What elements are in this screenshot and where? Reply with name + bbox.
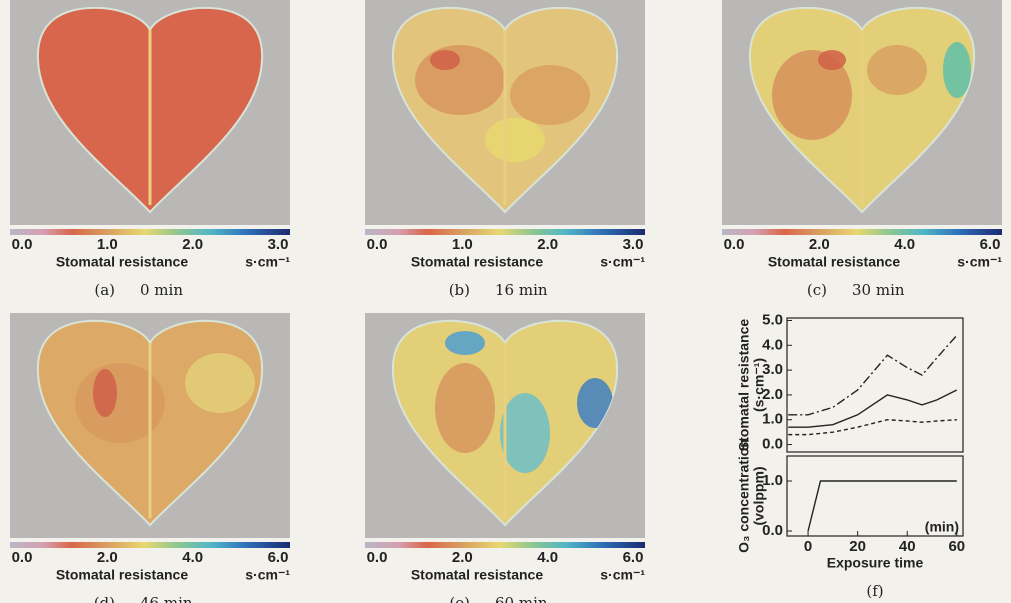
colorbar-tick-label: 1.0 bbox=[452, 236, 473, 253]
leaf-patch bbox=[435, 363, 495, 453]
colorbar-tick-label: 4.0 bbox=[182, 549, 203, 566]
axis-label: Stomatal resistance bbox=[411, 567, 543, 583]
y-tick-label: 5.0 bbox=[762, 311, 783, 328]
line-series bbox=[788, 389, 958, 428]
x-tick-label: 20 bbox=[849, 538, 866, 555]
colorbar-tick-label: 3.0 bbox=[623, 236, 644, 253]
colorbar-tick-label: 6.0 bbox=[980, 236, 1001, 253]
axis-label: Stomatal resistance bbox=[56, 567, 188, 583]
y-tick-label: 0.0 bbox=[762, 522, 783, 539]
leaf-patch bbox=[500, 393, 550, 473]
y-tick-label: 3.0 bbox=[762, 361, 783, 378]
line-series bbox=[788, 334, 958, 416]
panel-time: 16 min bbox=[495, 281, 548, 299]
colorbar-tick-label: 0.0 bbox=[12, 236, 33, 253]
unit-label: s·cm⁻¹ bbox=[600, 254, 645, 270]
panel-time: 46 min bbox=[140, 594, 193, 603]
panel-label: (a) bbox=[94, 281, 115, 299]
colorbar-tick-label: 6.0 bbox=[268, 549, 289, 566]
panel-label: (c) bbox=[807, 281, 827, 299]
panel-time: 0 min bbox=[140, 281, 183, 299]
leaf-patch bbox=[818, 50, 846, 70]
leaf-patch bbox=[415, 45, 505, 115]
colorbar-tick-label: 0.0 bbox=[724, 236, 745, 253]
leaf-patch bbox=[577, 378, 613, 428]
colorbar bbox=[365, 542, 645, 548]
panel: 0.0 2.0 4.0 6.0 Stomatal resistance s·cm⁻¹ (c)… bbox=[722, 0, 1002, 299]
y-axis-label: Stomatal resistance bbox=[736, 319, 752, 451]
x-axis-unit: (min) bbox=[925, 519, 959, 535]
leaf-patch bbox=[430, 50, 460, 70]
x-tick-label: 0 bbox=[804, 538, 812, 555]
colorbar bbox=[365, 229, 645, 235]
x-axis-label: Exposure time bbox=[827, 555, 924, 571]
axis-label: Stomatal resistance bbox=[411, 254, 543, 270]
leaf-patch bbox=[93, 369, 117, 417]
panel-time: 30 min bbox=[852, 281, 905, 299]
leaf-patch bbox=[943, 42, 971, 98]
unit-label: s·cm⁻¹ bbox=[245, 567, 290, 583]
leaf-patch bbox=[772, 50, 852, 140]
axis-label: Stomatal resistance bbox=[768, 254, 900, 270]
panel: 0.0 1.0 2.0 3.0 Stomatal resistance s·cm⁻¹ (a)… bbox=[10, 0, 290, 299]
colorbar-tick-label: 2.0 bbox=[809, 236, 830, 253]
colorbar-tick-label: 0.0 bbox=[367, 236, 388, 253]
unit-label: s·cm⁻¹ bbox=[957, 254, 1002, 270]
colorbar-tick-label: 0.0 bbox=[12, 549, 33, 566]
line-series bbox=[788, 419, 957, 436]
y-tick-label: 2.0 bbox=[762, 386, 783, 403]
unit-label: s·cm⁻¹ bbox=[600, 567, 645, 583]
y-axis-label: O₃ concentration bbox=[736, 439, 752, 553]
leaf-patches bbox=[772, 42, 971, 140]
leaf-patch bbox=[485, 118, 545, 162]
line-series bbox=[807, 480, 957, 532]
y-tick-label: 1.0 bbox=[762, 411, 783, 428]
panel: 0.0 1.0 2.0 3.0 Stomatal resistance s·cm⁻¹ (b)… bbox=[365, 0, 645, 299]
y-axis-unit: (s·cm⁻¹) bbox=[751, 358, 767, 412]
panel-label: (f) bbox=[866, 582, 883, 600]
panel-label: (b) bbox=[449, 281, 470, 299]
colorbar-tick-label: 2.0 bbox=[182, 236, 203, 253]
leaf-patches bbox=[75, 353, 255, 443]
colorbar bbox=[10, 229, 290, 235]
leaf-patches bbox=[415, 45, 590, 162]
y-tick-label: 0.0 bbox=[762, 436, 783, 453]
y-tick-label: 4.0 bbox=[762, 336, 783, 353]
colorbar-tick-label: 2.0 bbox=[97, 549, 118, 566]
colorbar-tick-label: 1.0 bbox=[97, 236, 118, 253]
panel-label: (d) bbox=[94, 594, 115, 603]
y-axis-unit: (volppm) bbox=[751, 466, 767, 525]
colorbar-tick-label: 4.0 bbox=[537, 549, 558, 566]
colorbar-tick-label: 2.0 bbox=[537, 236, 558, 253]
leaf-patch bbox=[510, 65, 590, 125]
x-tick-label: 60 bbox=[948, 538, 965, 555]
colorbar bbox=[10, 542, 290, 548]
leaf-patch bbox=[445, 331, 485, 355]
colorbar-tick-label: 6.0 bbox=[623, 549, 644, 566]
panel-label: (e) bbox=[449, 594, 470, 603]
plot-frame bbox=[786, 455, 964, 537]
x-tick-label: 40 bbox=[899, 538, 916, 555]
colorbar bbox=[722, 229, 1002, 235]
panel-time: 60 min bbox=[495, 594, 548, 603]
colorbar-tick-label: 4.0 bbox=[894, 236, 915, 253]
colorbar-tick-label: 2.0 bbox=[452, 549, 473, 566]
leaf-patches bbox=[435, 331, 613, 473]
colorbar-tick-label: 0.0 bbox=[367, 549, 388, 566]
panel: 0.0 2.0 4.0 6.0 Stomatal resistance s·cm⁻¹ (d)… bbox=[10, 313, 290, 603]
colorbar-tick-label: 3.0 bbox=[268, 236, 289, 253]
panel: 0.0 2.0 4.0 6.0 Stomatal resistance s·cm⁻¹ (e)… bbox=[365, 313, 645, 603]
y-tick-label: 1.0 bbox=[762, 472, 783, 489]
plot-frame bbox=[786, 317, 964, 453]
axis-label: Stomatal resistance bbox=[56, 254, 188, 270]
leaf-patch bbox=[185, 353, 255, 413]
leaf-patch bbox=[867, 45, 927, 95]
unit-label: s·cm⁻¹ bbox=[245, 254, 290, 270]
